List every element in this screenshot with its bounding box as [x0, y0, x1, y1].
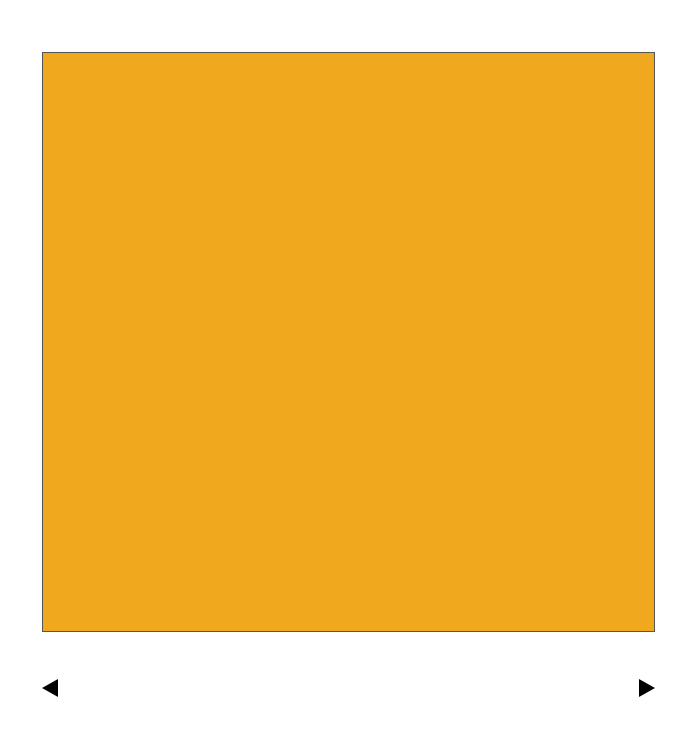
colorbar-title: [42, 662, 655, 677]
colorbar-over-arrow-icon: [639, 679, 655, 697]
colorbar-gradient-strip: [58, 679, 639, 697]
colorbar-ticks: [42, 699, 655, 717]
temperature-heatmap-canvas: [43, 53, 654, 631]
colorbar-row: [42, 677, 655, 699]
colorbar-under-arrow-icon: [42, 679, 58, 697]
colorbar: [42, 662, 655, 717]
temperature-map: [42, 52, 655, 632]
